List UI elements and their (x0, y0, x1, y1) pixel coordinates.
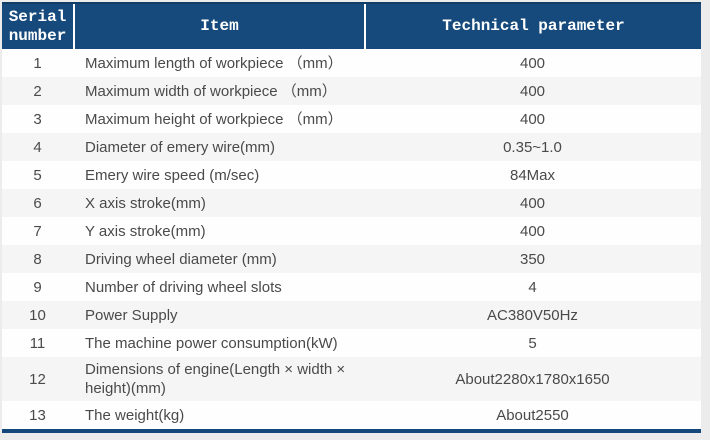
table-row: 6 X axis stroke(mm) 400 (2, 189, 701, 217)
value-cell: 400 (519, 110, 546, 128)
serial-cell: 10 (29, 306, 46, 324)
table-row: 11 The machine power consumption(kW) 5 (2, 329, 701, 357)
table-row: 1 Maximum length of workpiece （mm） 400 (2, 49, 701, 77)
serial-cell: 8 (33, 250, 42, 268)
serial-cell: 3 (33, 110, 42, 128)
table-row: 13 The weight(kg) About2550 (2, 401, 701, 429)
serial-cell: 6 (33, 194, 42, 212)
item-cell: Maximum height of workpiece （mm） (85, 110, 343, 128)
table-row: 9 Number of driving wheel slots 4 (2, 273, 701, 301)
header-serial-number: Serial number (8, 7, 67, 45)
table-header-row: Serial number Item Technical parameter (2, 4, 701, 49)
table-row: 2 Maximum width of workpiece （mm） 400 (2, 77, 701, 105)
value-cell: About2280x1780x1650 (455, 370, 610, 388)
value-cell: 0.35~1.0 (503, 138, 562, 156)
item-cell: The weight(kg) (85, 406, 185, 424)
technical-parameter-table: Serial number Item Technical parameter 1… (2, 2, 701, 433)
header-technical-parameter: Technical parameter (364, 4, 701, 49)
serial-cell: 1 (33, 54, 42, 72)
value-cell: 400 (519, 54, 546, 72)
table-row: 5 Emery wire speed (m/sec) 84Max (2, 161, 701, 189)
serial-cell: 5 (33, 166, 42, 184)
item-cell: Y axis stroke(mm) (85, 222, 206, 240)
value-cell: 400 (519, 222, 546, 240)
serial-cell: 9 (33, 278, 42, 296)
table-row: 3 Maximum height of workpiece （mm） 400 (2, 105, 701, 133)
header-item: Item (73, 4, 364, 49)
item-cell: The machine power consumption(kW) (85, 334, 338, 352)
serial-cell: 2 (33, 82, 42, 100)
serial-cell: 11 (29, 334, 46, 352)
table-row: 7 Y axis stroke(mm) 400 (2, 217, 701, 245)
value-cell: 350 (519, 250, 546, 268)
item-cell: Maximum width of workpiece （mm） (85, 82, 337, 100)
item-cell: Emery wire speed (m/sec) (85, 166, 260, 184)
value-cell: 4 (528, 278, 537, 296)
item-cell: Diameter of emery wire(mm) (85, 138, 276, 156)
item-cell: Dimensions of engine(Length × width × he… (85, 361, 346, 397)
value-cell: AC380V50Hz (487, 306, 578, 324)
value-cell: About2550 (496, 406, 569, 424)
table-row: 8 Driving wheel diameter (mm) 350 (2, 245, 701, 273)
item-cell: Maximum length of workpiece （mm） (85, 54, 343, 72)
value-cell: 400 (519, 194, 546, 212)
table-row: 4 Diameter of emery wire(mm) 0.35~1.0 (2, 133, 701, 161)
value-cell: 400 (519, 82, 546, 100)
table-row: 12 Dimensions of engine(Length × width ×… (2, 357, 701, 401)
item-cell: Power Supply (85, 306, 178, 324)
item-cell: X axis stroke(mm) (85, 194, 206, 212)
value-cell: 5 (528, 334, 537, 352)
serial-cell: 12 (29, 370, 46, 388)
value-cell: 84Max (509, 166, 556, 184)
serial-cell: 4 (33, 138, 42, 156)
item-cell: Number of driving wheel slots (85, 278, 282, 296)
item-cell: Driving wheel diameter (mm) (85, 250, 277, 268)
serial-cell: 13 (29, 406, 46, 424)
serial-cell: 7 (33, 222, 42, 240)
table-body: 1 Maximum length of workpiece （mm） 400 2… (2, 49, 701, 429)
table-row: 10 Power Supply AC380V50Hz (2, 301, 701, 329)
